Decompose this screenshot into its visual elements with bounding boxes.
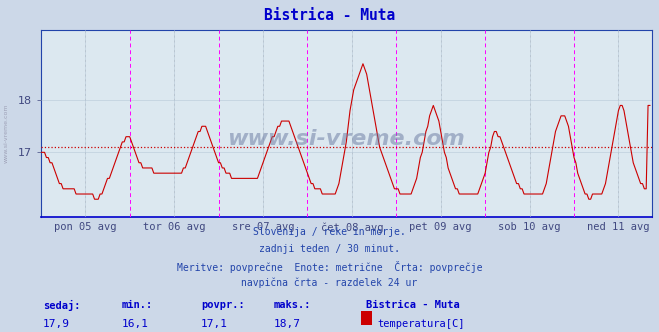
Text: Slovenija / reke in morje.: Slovenija / reke in morje.: [253, 227, 406, 237]
Text: 17,9: 17,9: [43, 319, 70, 329]
Text: povpr.:: povpr.:: [201, 300, 244, 310]
Text: maks.:: maks.:: [273, 300, 311, 310]
Text: 17,1: 17,1: [201, 319, 228, 329]
Text: Bistrica - Muta: Bistrica - Muta: [366, 300, 459, 310]
Text: min.:: min.:: [122, 300, 153, 310]
Text: Meritve: povprečne  Enote: metrične  Črta: povprečje: Meritve: povprečne Enote: metrične Črta:…: [177, 261, 482, 273]
Text: www.si-vreme.com: www.si-vreme.com: [227, 129, 465, 149]
Text: 18,7: 18,7: [273, 319, 301, 329]
Text: temperatura[C]: temperatura[C]: [377, 319, 465, 329]
Text: www.si-vreme.com: www.si-vreme.com: [4, 103, 9, 163]
Text: 16,1: 16,1: [122, 319, 149, 329]
Text: sedaj:: sedaj:: [43, 300, 80, 311]
Text: navpična črta - razdelek 24 ur: navpična črta - razdelek 24 ur: [241, 277, 418, 288]
Text: zadnji teden / 30 minut.: zadnji teden / 30 minut.: [259, 244, 400, 254]
Text: Bistrica - Muta: Bistrica - Muta: [264, 8, 395, 23]
